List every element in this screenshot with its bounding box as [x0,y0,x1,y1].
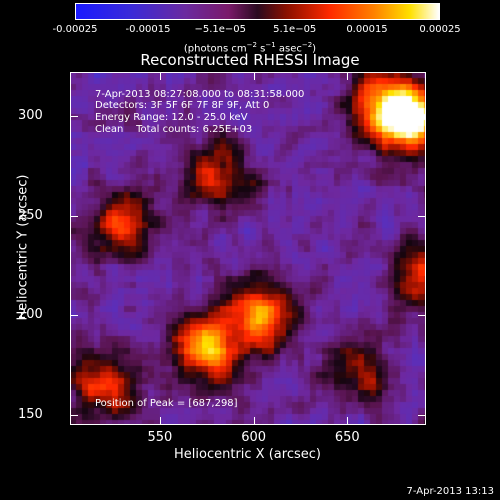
footer-timestamp: 7-Apr-2013 13:13 [406,486,494,497]
colorbar-tick-label: 5.1e−05 [273,24,317,35]
x-tick-mark-top [253,72,255,80]
y-tick-label: 300 [18,107,43,123]
annotation-detectors: Detectors: 3F 5F 6F 7F 8F 9F, Att 0 [95,100,270,111]
y-tick-mark-right [418,415,426,417]
x-tick-mark [347,417,349,425]
y-tick-mark [70,415,78,417]
x-tick-label: 650 [334,430,360,445]
colorbar-units: (photons cm−2 s−1 asec−2) [183,41,317,55]
plot-frame [70,72,426,425]
colorbar-tick-label: -0.00015 [125,24,171,35]
colorbar-tick-label: −5.1e−05 [194,24,247,35]
y-tick-label: 250 [18,207,43,223]
y-tick-label: 150 [18,407,43,423]
y-axis-label: Heliocentric Y (arcsec) [15,174,31,321]
y-tick-mark-right [418,215,426,217]
colorbar-tick-label: -0.00025 [52,24,98,35]
colorbar-tick-label: 0.00025 [419,24,461,35]
y-tick-mark-right [418,315,426,317]
annotation-total-counts: Clean Total counts: 6.25E+03 [95,124,253,135]
chart-title: Reconstructed RHESSI Image [140,51,360,69]
plot-area [70,72,426,425]
y-tick-label: 200 [18,307,43,323]
x-tick-label: 550 [147,430,173,445]
y-tick-mark [70,215,78,217]
heatmap-image [70,72,426,425]
x-tick-mark-top [159,72,161,80]
x-tick-mark [159,417,161,425]
colorbar-tick-label: 0.00015 [346,24,388,35]
annotation-peak-position: Position of Peak = [687,298] [95,398,238,409]
x-axis-label: Heliocentric X (arcsec) [174,447,321,462]
colorbar [75,3,440,20]
y-tick-mark [70,115,78,117]
x-tick-mark-top [347,72,349,80]
annotation-time-range: 7-Apr-2013 08:27:08.000 to 08:31:58.000 [95,89,305,100]
y-tick-mark-right [418,115,426,117]
x-tick-label: 600 [241,430,267,445]
annotation-energy-range: Energy Range: 12.0 - 25.0 keV [95,112,248,123]
x-tick-mark [253,417,255,425]
y-tick-mark [70,315,78,317]
